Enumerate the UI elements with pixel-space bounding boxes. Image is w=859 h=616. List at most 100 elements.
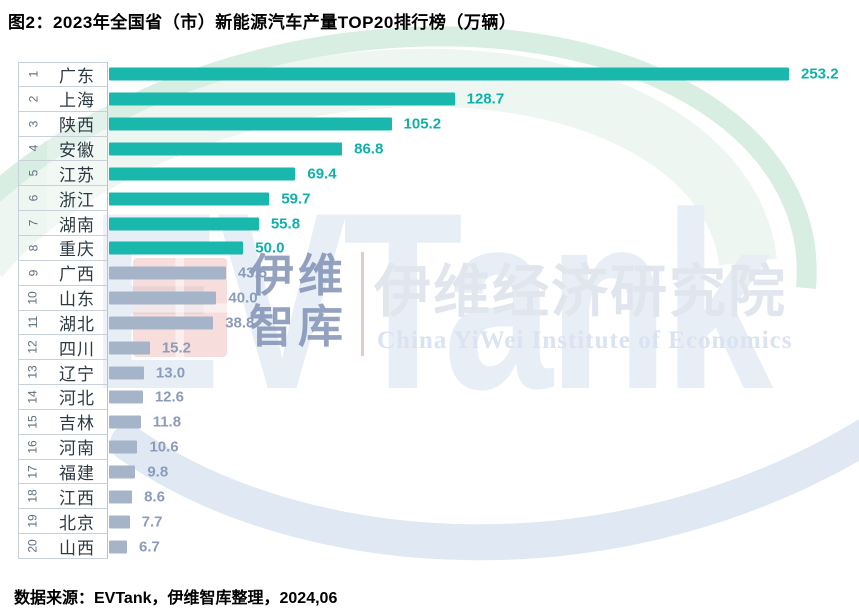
- province-label: 辽宁: [59, 364, 95, 384]
- province-label: 江苏: [59, 165, 95, 185]
- production-bar: [109, 366, 144, 380]
- rank-label: 19: [25, 514, 40, 528]
- bar-track: 15.2: [108, 335, 848, 360]
- province-label: 河南: [59, 439, 95, 459]
- production-bar: [109, 415, 141, 429]
- bar-track: 86.8: [108, 137, 848, 162]
- production-bar: [109, 515, 130, 529]
- production-bar: [109, 192, 270, 206]
- chart-row: 20 山西 6.7: [18, 534, 848, 559]
- province-cell: 广西: [47, 260, 108, 286]
- chart-row: 4 安徽 86.8: [18, 136, 848, 162]
- chart-row: 6 浙江 59.7: [18, 186, 848, 212]
- rank-label: 13: [25, 365, 40, 379]
- province-label: 湖北: [59, 314, 95, 334]
- chart-row: 16 河南 10.6: [18, 434, 848, 460]
- rank-cell: 14: [18, 385, 47, 410]
- production-bar: [109, 291, 217, 305]
- province-cell: 湖南: [47, 211, 108, 236]
- value-label: 50.0: [255, 239, 285, 257]
- province-label: 广东: [59, 66, 95, 86]
- production-bar: [109, 341, 150, 355]
- value-label: 86.8: [354, 140, 384, 158]
- province-cell: 辽宁: [47, 360, 108, 386]
- bar-track: 105.2: [108, 112, 848, 137]
- province-label: 福建: [59, 464, 95, 484]
- province-label: 浙江: [59, 190, 95, 210]
- rank-cell: 2: [18, 86, 47, 112]
- rank-label: 5: [26, 169, 40, 177]
- bar-track: 7.7: [108, 509, 848, 534]
- rank-label: 10: [25, 290, 40, 305]
- rank-label: 12: [25, 340, 40, 354]
- bar-track: 10.6: [108, 435, 848, 460]
- value-label: 40.0: [228, 289, 258, 307]
- rank-cell: 18: [18, 484, 47, 510]
- bar-track: 13.0: [108, 360, 848, 385]
- rank-label: 4: [26, 145, 40, 152]
- rank-label: 18: [25, 489, 40, 504]
- province-label: 重庆: [59, 240, 95, 260]
- province-cell: 山东: [47, 285, 108, 311]
- province-cell: 江西: [47, 484, 108, 510]
- province-label: 陕西: [59, 116, 95, 136]
- chart-row: 7 湖南 55.8: [18, 211, 848, 236]
- value-label: 6.7: [138, 538, 160, 556]
- province-label: 山西: [59, 538, 95, 558]
- province-cell: 浙江: [47, 186, 108, 212]
- chart-row: 8 重庆 50.0: [18, 235, 848, 261]
- province-cell: 福建: [47, 459, 108, 485]
- production-bar: [109, 117, 392, 131]
- province-label: 四川: [59, 339, 95, 359]
- value-label: 9.8: [147, 463, 169, 481]
- chart-row: 2 上海 128.7: [18, 86, 848, 112]
- value-label: 12.6: [154, 388, 185, 406]
- value-label: 55.8: [270, 215, 301, 233]
- source-note: 数据来源：EVTank，伊维智库整理，2024,06: [14, 590, 338, 607]
- value-label: 10.6: [149, 438, 179, 456]
- production-bar: [109, 540, 127, 554]
- bar-track: 8.6: [108, 484, 848, 509]
- rank-cell: 10: [18, 285, 47, 311]
- bar-track: 128.7: [108, 87, 848, 112]
- province-label: 上海: [59, 91, 95, 111]
- province-label: 湖南: [59, 215, 95, 235]
- production-bar: [109, 316, 214, 330]
- rank-cell: 9: [18, 260, 47, 286]
- rank-cell: 8: [18, 235, 47, 261]
- rank-label: 14: [25, 390, 40, 404]
- rank-label: 8: [26, 244, 40, 252]
- rank-cell: 7: [18, 211, 47, 236]
- rank-cell: 11: [18, 310, 47, 336]
- chart-row: 9 广西 43.5: [18, 260, 848, 286]
- rank-label: 2: [26, 95, 40, 103]
- value-label: 38.8: [225, 314, 255, 332]
- rank-cell: 16: [18, 434, 47, 460]
- value-label: 59.7: [281, 190, 311, 208]
- chart-row: 3 陕西 105.2: [18, 111, 848, 137]
- production-bar: [109, 490, 133, 504]
- bar-track: 55.8: [108, 211, 848, 236]
- bar-track: 12.6: [108, 385, 848, 410]
- rank-cell: 17: [18, 459, 47, 485]
- chart-row: 14 河北 12.6: [18, 385, 848, 410]
- bar-track: 40.0: [108, 286, 848, 311]
- rank-label: 16: [25, 439, 40, 454]
- chart-row: 12 四川 15.2: [18, 335, 848, 361]
- production-bar: [109, 440, 138, 454]
- rank-cell: 1: [18, 62, 47, 87]
- production-bar: [109, 390, 143, 404]
- rank-label: 6: [26, 194, 40, 202]
- value-label: 15.2: [161, 339, 192, 357]
- rank-cell: 13: [18, 360, 47, 386]
- rank-label: 15: [25, 415, 40, 429]
- bar-track: 50.0: [108, 236, 848, 261]
- production-bar: [109, 266, 226, 280]
- production-bar: [109, 67, 789, 81]
- value-label: 128.7: [466, 90, 505, 108]
- chart-row: 17 福建 9.8: [18, 459, 848, 485]
- chart-row: 19 北京 7.7: [18, 509, 848, 535]
- province-cell: 山西: [47, 534, 108, 559]
- bar-track: 38.8: [108, 311, 848, 336]
